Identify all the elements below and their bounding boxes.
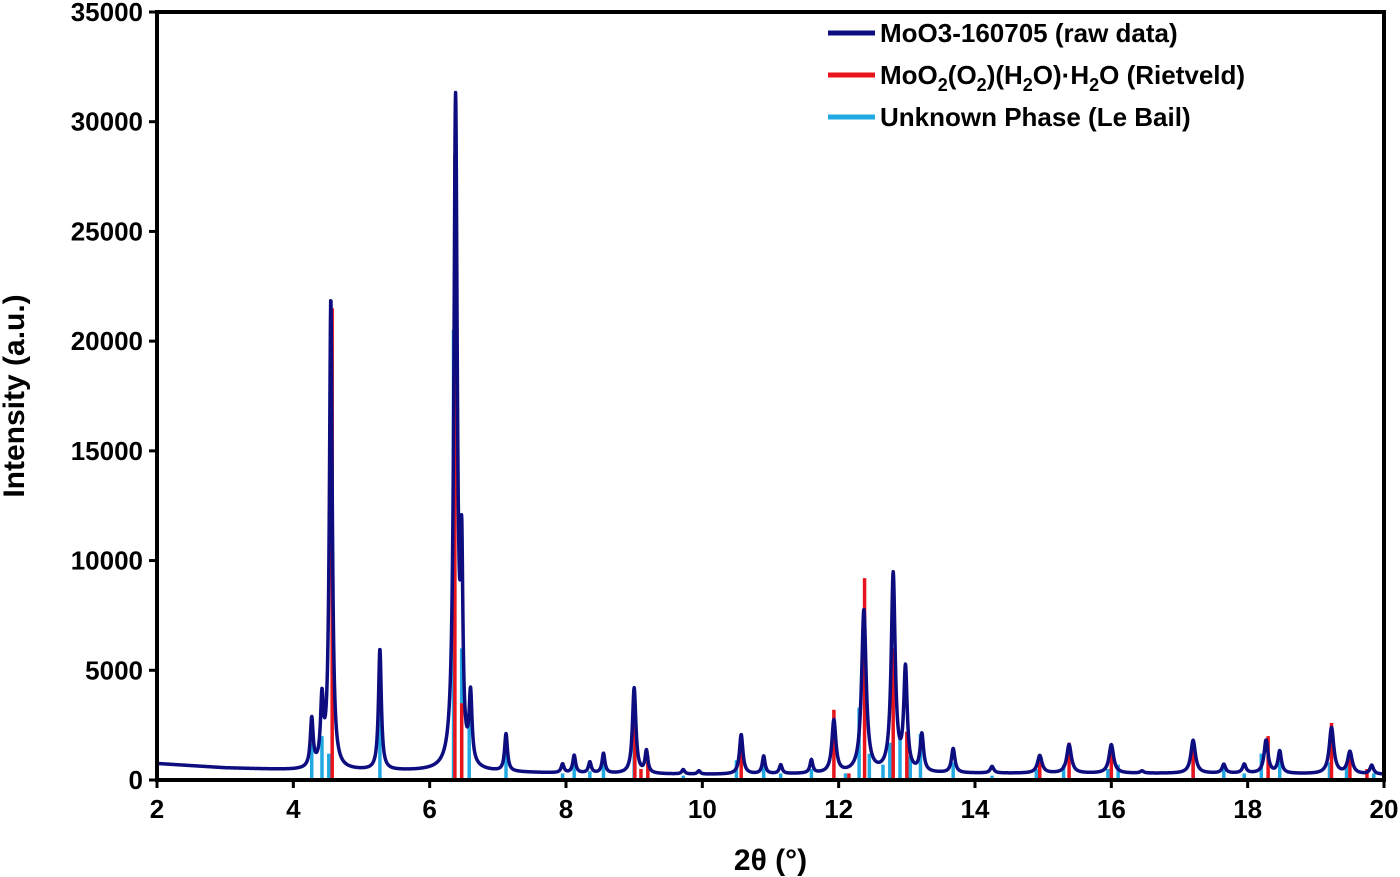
x-axis-title: 2θ (°) [734,844,807,877]
legend-rietveld-part-6: O)·H [1033,60,1089,90]
x-tick-label-9: 20 [1370,794,1399,824]
x-tick-label-6: 14 [961,794,990,824]
x-tick-label-3: 8 [559,794,573,824]
legend-label-raw: MoO3-160705 (raw data) [880,18,1178,48]
y-tick-label-4: 20000 [71,326,143,356]
legend-rietveld-part-0: MoO [880,60,938,90]
raw-data-line [155,90,1386,776]
legend-rietveld-part-1: 2 [938,75,948,95]
x-tick-label-5: 12 [824,794,853,824]
y-tick-label-3: 15000 [71,436,143,466]
legend-rietveld-part-8: O (Rietveld) [1099,60,1245,90]
legend-label-rietveld: MoO2(O2)(H2O)·H2O (Rietveld) [880,60,1245,95]
legend-rietveld-part-7: 2 [1089,75,1099,95]
legend-rietveld-part-5: 2 [1023,75,1033,95]
x-tick-label-1: 4 [286,794,301,824]
ticks-layer: 2 4 6 8 10 12 14 16 18 20 0 5000 10000 15000 20000 2500… [71,0,1399,824]
plot-frame [155,10,1386,782]
x-tick-label-2: 6 [422,794,436,824]
legend-rietveld-part-4: )(H [987,60,1023,90]
y-tick-label-5: 25000 [71,216,143,246]
y-axis-title: Intensity (a.u.) [0,294,31,497]
legend-label-lebail: Unknown Phase (Le Bail) [880,102,1191,132]
y-tick-label-0: 0 [129,765,143,795]
x-tick-label-0: 2 [150,794,164,824]
y-tick-label-2: 10000 [71,546,143,576]
y-tick-label-7: 35000 [71,0,143,27]
y-tick-label-1: 5000 [85,655,143,685]
x-tick-label-8: 18 [1233,794,1262,824]
legend-rietveld-part-2: (O [948,60,977,90]
series-layer [155,90,1386,780]
x-tick-label-4: 10 [688,794,717,824]
legend-rietveld-part-3: 2 [977,75,987,95]
y-tick-label-6: 30000 [71,107,143,137]
x-tick-label-7: 16 [1097,794,1126,824]
legend: MoO3-160705 (raw data) MoO2(O2)(H2O)·H2O… [828,18,1245,132]
